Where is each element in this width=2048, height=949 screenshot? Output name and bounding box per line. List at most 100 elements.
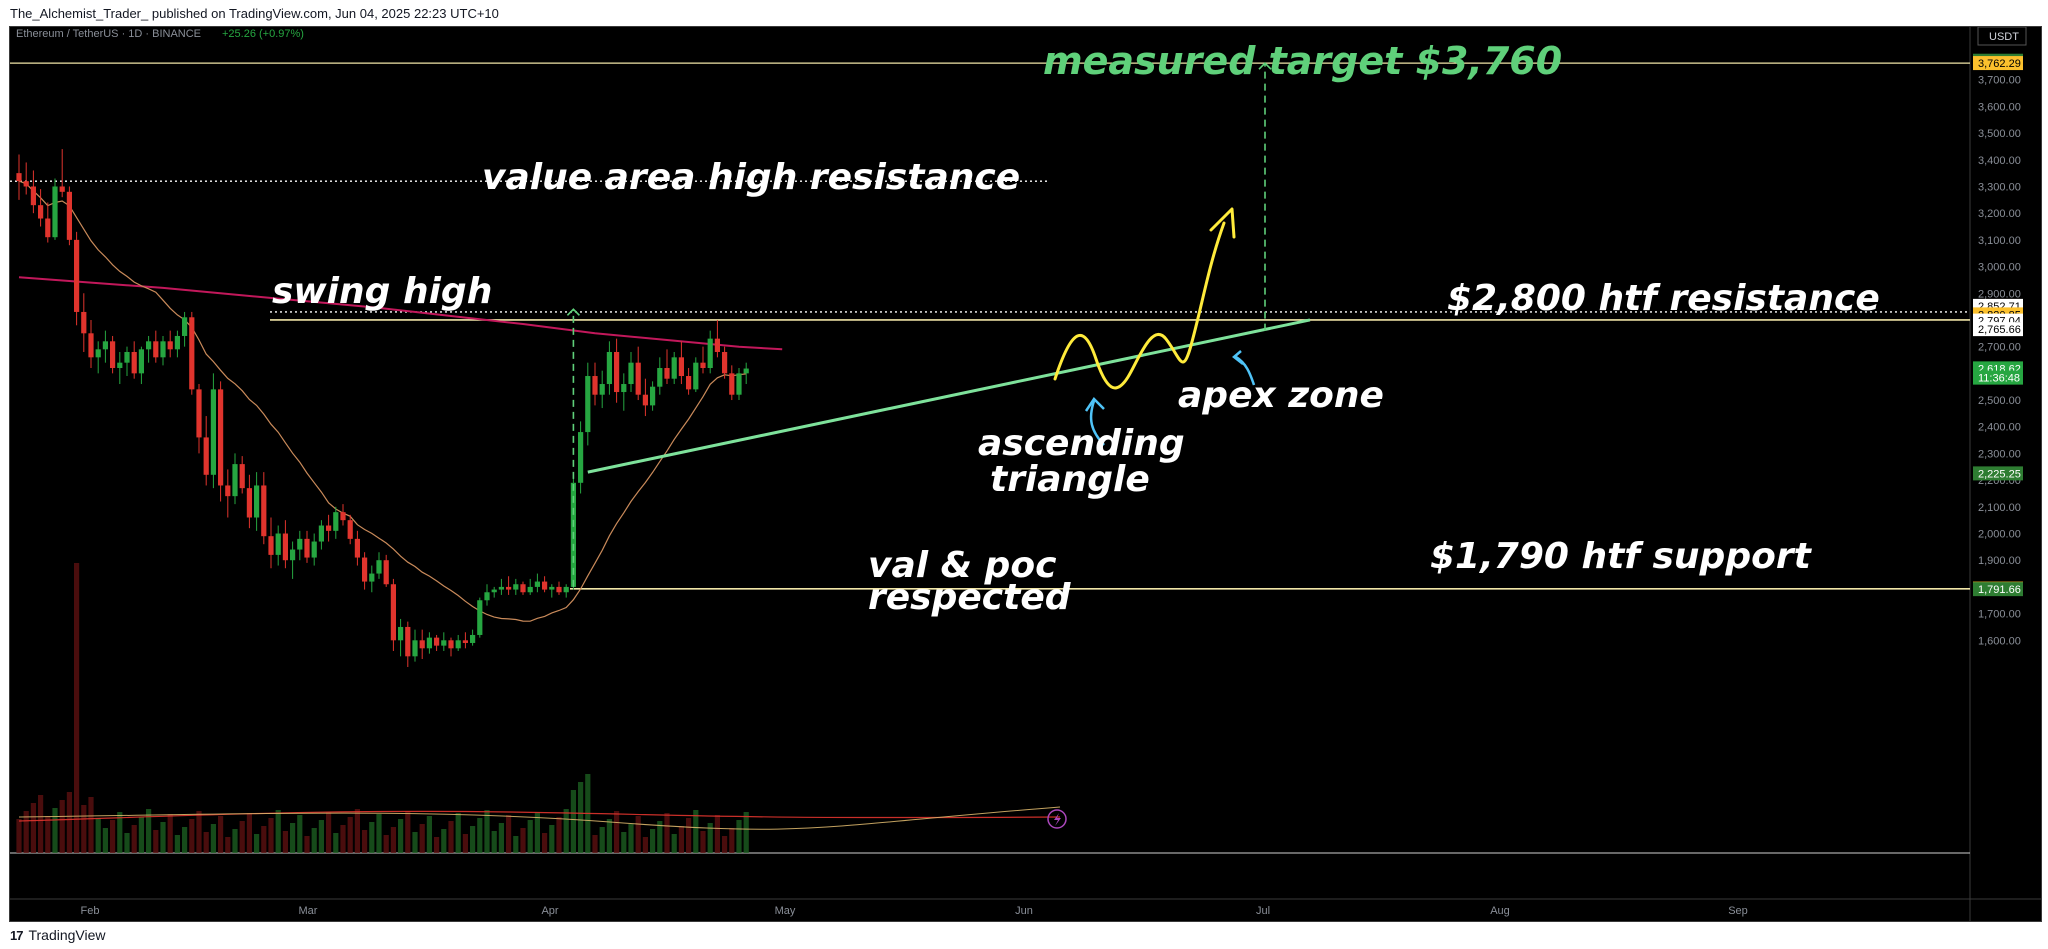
candle-body <box>426 637 432 649</box>
candle-body <box>138 349 144 374</box>
measured-move-arrowhead-left <box>566 308 580 316</box>
y-tick-label: 3,300.00 <box>1978 181 2021 193</box>
price-chart[interactable]: 1,600.001,700.001,800.001,900.002,000.00… <box>10 27 2041 921</box>
volume-bar <box>182 827 188 853</box>
volume-bar <box>484 810 490 853</box>
volume-bar <box>23 811 29 853</box>
volume-bar <box>570 790 576 853</box>
x-tick-label: Aug <box>1490 905 1510 917</box>
candle-body <box>578 432 584 483</box>
candle-body <box>419 640 425 649</box>
candle-body <box>657 368 663 387</box>
symbol-title[interactable]: Ethereum / TetherUS · 1D · BINANCE <box>16 28 201 40</box>
measured-move-arrowhead-right <box>1258 62 1272 70</box>
volume-bar <box>498 823 504 853</box>
candle-body <box>398 626 404 641</box>
candle-body <box>455 640 461 649</box>
candle-body <box>542 581 548 590</box>
volume-bar <box>81 805 87 853</box>
volume-bar <box>117 812 123 853</box>
volume-bar <box>311 828 317 853</box>
candle-body <box>650 386 656 406</box>
candle-body <box>383 560 389 585</box>
volume-bar <box>383 835 389 853</box>
apex-zone-label: apex zone <box>1178 375 1384 416</box>
volume-bar <box>700 831 706 853</box>
candle-body <box>210 389 216 475</box>
y-tick-label: 3,100.00 <box>1978 235 2021 247</box>
support-label: $1,790 htf support <box>1430 536 1813 577</box>
candle-body <box>527 586 533 593</box>
candle-body <box>441 640 447 646</box>
volume-bar <box>110 820 116 853</box>
volume-bar <box>714 815 720 853</box>
currency-label: USDT <box>1989 31 2019 43</box>
arrow-apex-icon <box>1235 355 1256 386</box>
x-tick-label: Feb <box>81 905 100 917</box>
candles <box>16 149 749 667</box>
candle-body <box>448 640 454 649</box>
candle-body <box>369 573 375 582</box>
candle-body <box>707 338 713 369</box>
candle-body <box>686 376 692 390</box>
volume-bar <box>693 810 699 853</box>
drawings <box>566 62 1311 587</box>
candle-body <box>52 186 58 238</box>
candle-body <box>290 549 296 561</box>
volume-bar <box>340 825 346 853</box>
volume-bar <box>470 826 476 853</box>
volume-bar <box>174 835 180 853</box>
volume-bar <box>426 816 432 853</box>
volume-bar <box>527 820 533 853</box>
candle-body <box>390 584 396 641</box>
candle-body <box>23 181 29 187</box>
tradingview-logo[interactable]: 17 TradingView <box>10 927 106 943</box>
chart-frame[interactable]: 1,600.001,700.001,800.001,900.002,000.00… <box>9 26 2042 922</box>
candle-body <box>232 464 238 497</box>
candle-body <box>743 368 749 374</box>
volume-bar <box>225 837 231 853</box>
volume-bar <box>556 817 562 853</box>
volume-bar <box>261 826 267 853</box>
volume-bar <box>210 824 216 853</box>
candle-body <box>405 626 411 657</box>
price-label-box <box>1973 56 2023 71</box>
candle-body <box>59 186 65 192</box>
candle-body <box>246 488 252 518</box>
volume-bar <box>743 812 749 853</box>
price-label-text: 2,765.66 <box>1978 324 2021 336</box>
candle-body <box>38 205 44 219</box>
volume-bar <box>599 827 605 853</box>
level-layer <box>10 62 1970 590</box>
volume-bar <box>628 824 634 853</box>
value-area-label: value area high resistance <box>482 157 1020 198</box>
volume-bar <box>520 828 526 853</box>
volume-bar <box>405 811 411 853</box>
candle-body <box>275 533 281 555</box>
tradingview-wordmark: TradingView <box>28 927 106 943</box>
candle-body <box>146 341 152 350</box>
candle-body <box>30 186 36 206</box>
volume-bar <box>88 797 94 853</box>
candle-body <box>563 586 569 593</box>
y-tick-label: 2,000.00 <box>1978 529 2021 541</box>
candle-body <box>45 218 51 238</box>
volume-bar <box>506 815 512 853</box>
candle-body <box>340 512 346 521</box>
volume-bar <box>189 819 195 853</box>
volume-bar <box>729 828 735 853</box>
candle-body <box>268 536 274 555</box>
volume-bar <box>563 809 569 853</box>
candle-body <box>470 634 476 643</box>
volume-bar <box>318 820 324 853</box>
candle-body <box>628 362 634 385</box>
candle-body <box>66 191 72 240</box>
candle-body <box>671 357 677 379</box>
bolt-icon[interactable] <box>1047 809 1067 829</box>
volume-bar <box>635 816 641 853</box>
volume-bar <box>297 815 303 853</box>
currency-button[interactable]: USDT <box>1977 27 2027 46</box>
y-tick-label: 2,500.00 <box>1978 395 2021 407</box>
volume-bar <box>282 831 288 853</box>
candle-body <box>678 357 684 377</box>
